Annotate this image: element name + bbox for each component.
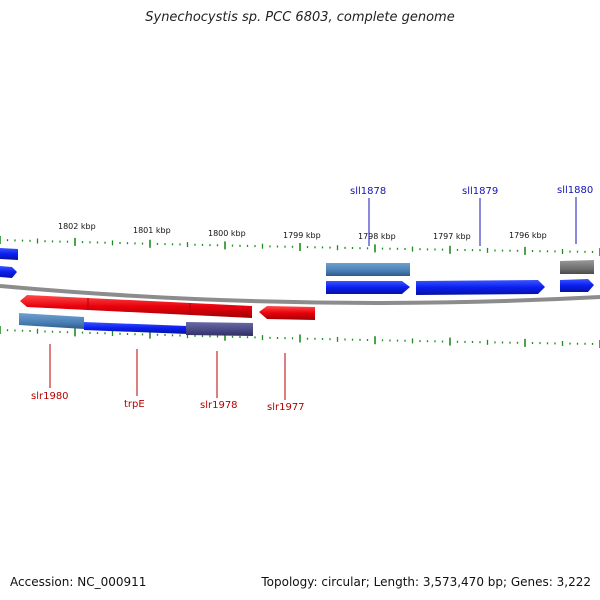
- scale-label: 1799 kbp: [283, 231, 321, 240]
- scale-label: 1798 kbp: [358, 232, 396, 241]
- gene-feature-sll1878-cds[interactable]: [326, 281, 410, 294]
- gene-feature-sll1880[interactable]: [560, 260, 594, 274]
- gene-feature[interactable]: [0, 266, 17, 278]
- gene-label-sll1879[interactable]: sll1879: [462, 186, 498, 197]
- gene-label-slr1977[interactable]: slr1977: [267, 402, 305, 413]
- genome-title: Synechocystis sp. PCC 6803, complete gen…: [145, 10, 455, 25]
- gene-label-trpE[interactable]: trpE: [124, 399, 145, 410]
- scale-label: 1796 kbp: [509, 231, 547, 240]
- lower-tick-track: [0, 326, 600, 348]
- gene-feature-sll1878[interactable]: [326, 263, 410, 276]
- scale-label: 1801 kbp: [133, 226, 171, 235]
- gene-feature-slr1977[interactable]: [259, 306, 315, 320]
- scale-label: 1797 kbp: [433, 232, 471, 241]
- gene-label-slr1980[interactable]: slr1980: [31, 391, 69, 402]
- gene-feature-slr1980[interactable]: [20, 295, 252, 318]
- gene-label-slr1978[interactable]: slr1978: [200, 400, 238, 411]
- scale-label: 1802 kbp: [58, 222, 96, 231]
- label-connectors: [49, 197, 577, 400]
- gene-feature-slr1980-region[interactable]: [19, 313, 84, 329]
- upper-features: [0, 248, 594, 295]
- gene-feature-trpE-cds[interactable]: [84, 322, 188, 334]
- genome-summary-text: Topology: circular; Length: 3,573,470 bp…: [261, 575, 591, 589]
- gene-feature[interactable]: [0, 248, 18, 260]
- gene-feature-sll1880-cds[interactable]: [560, 279, 594, 292]
- upper-tick-track: [0, 236, 600, 256]
- lower-features: [19, 295, 315, 336]
- gene-feature-sll1879-cds[interactable]: [416, 280, 545, 295]
- genome-backbone: [0, 284, 600, 305]
- scale-label: 1800 kbp: [208, 229, 246, 238]
- gene-label-sll1878[interactable]: sll1878: [350, 186, 386, 197]
- gene-labels: sll1878 sll1879 sll1880 slr1980 trpE slr…: [31, 185, 593, 413]
- gene-feature-slr1978-region[interactable]: [186, 322, 253, 336]
- gene-label-sll1880[interactable]: sll1880: [557, 185, 593, 196]
- scale-labels: 1802 kbp 1801 kbp 1800 kbp 1799 kbp 1798…: [58, 222, 547, 241]
- accession-text: Accession: NC_000911: [10, 575, 147, 589]
